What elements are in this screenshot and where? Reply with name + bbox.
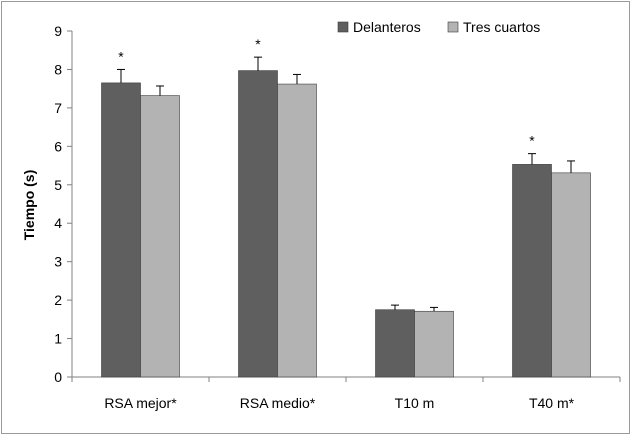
y-tick-label: 5: [54, 177, 62, 193]
y-tick-label: 2: [54, 292, 62, 308]
bar-tres-cuartos: [551, 172, 591, 378]
legend: Delanteros Tres cuartos: [337, 19, 540, 35]
bar-tres-cuartos: [140, 95, 180, 378]
bar-delanteros: [512, 164, 552, 378]
bar-tres-cuartos: [414, 310, 454, 378]
bar-delanteros: [238, 70, 278, 378]
legend-entry-label: Delanteros: [353, 19, 421, 35]
significance-marker: *: [255, 36, 261, 52]
y-tick-label: 7: [54, 100, 62, 116]
y-tick-label: 3: [54, 254, 62, 270]
x-category-label: RSA medio*: [240, 395, 316, 411]
bar-tres-cuartos: [277, 83, 317, 378]
significance-marker: *: [529, 133, 535, 149]
y-tick-label: 9: [54, 23, 62, 39]
x-category-label: T40 m*: [529, 395, 575, 411]
y-tick-label: 1: [54, 331, 62, 347]
legend-entry-label: Tres cuartos: [463, 19, 540, 35]
plot-area: 0 1 2 3 4 5 6 7 8 9 * RSA mejor* * RSA medio* T10 m * T4…: [54, 23, 621, 411]
y-axis-label: Tiempo (s): [21, 170, 37, 241]
y-tick-label: 4: [54, 215, 62, 231]
legend-swatch: [337, 21, 349, 33]
significance-marker: *: [118, 48, 124, 64]
x-category-label: T10 m: [395, 395, 435, 411]
y-tick-label: 0: [54, 369, 62, 385]
y-tick-label: 6: [54, 138, 62, 154]
legend-swatch: [447, 21, 459, 33]
bar-delanteros: [375, 309, 415, 378]
y-tick-label: 8: [54, 61, 62, 77]
bar-delanteros: [101, 82, 141, 378]
x-category-label: RSA mejor*: [104, 395, 177, 411]
